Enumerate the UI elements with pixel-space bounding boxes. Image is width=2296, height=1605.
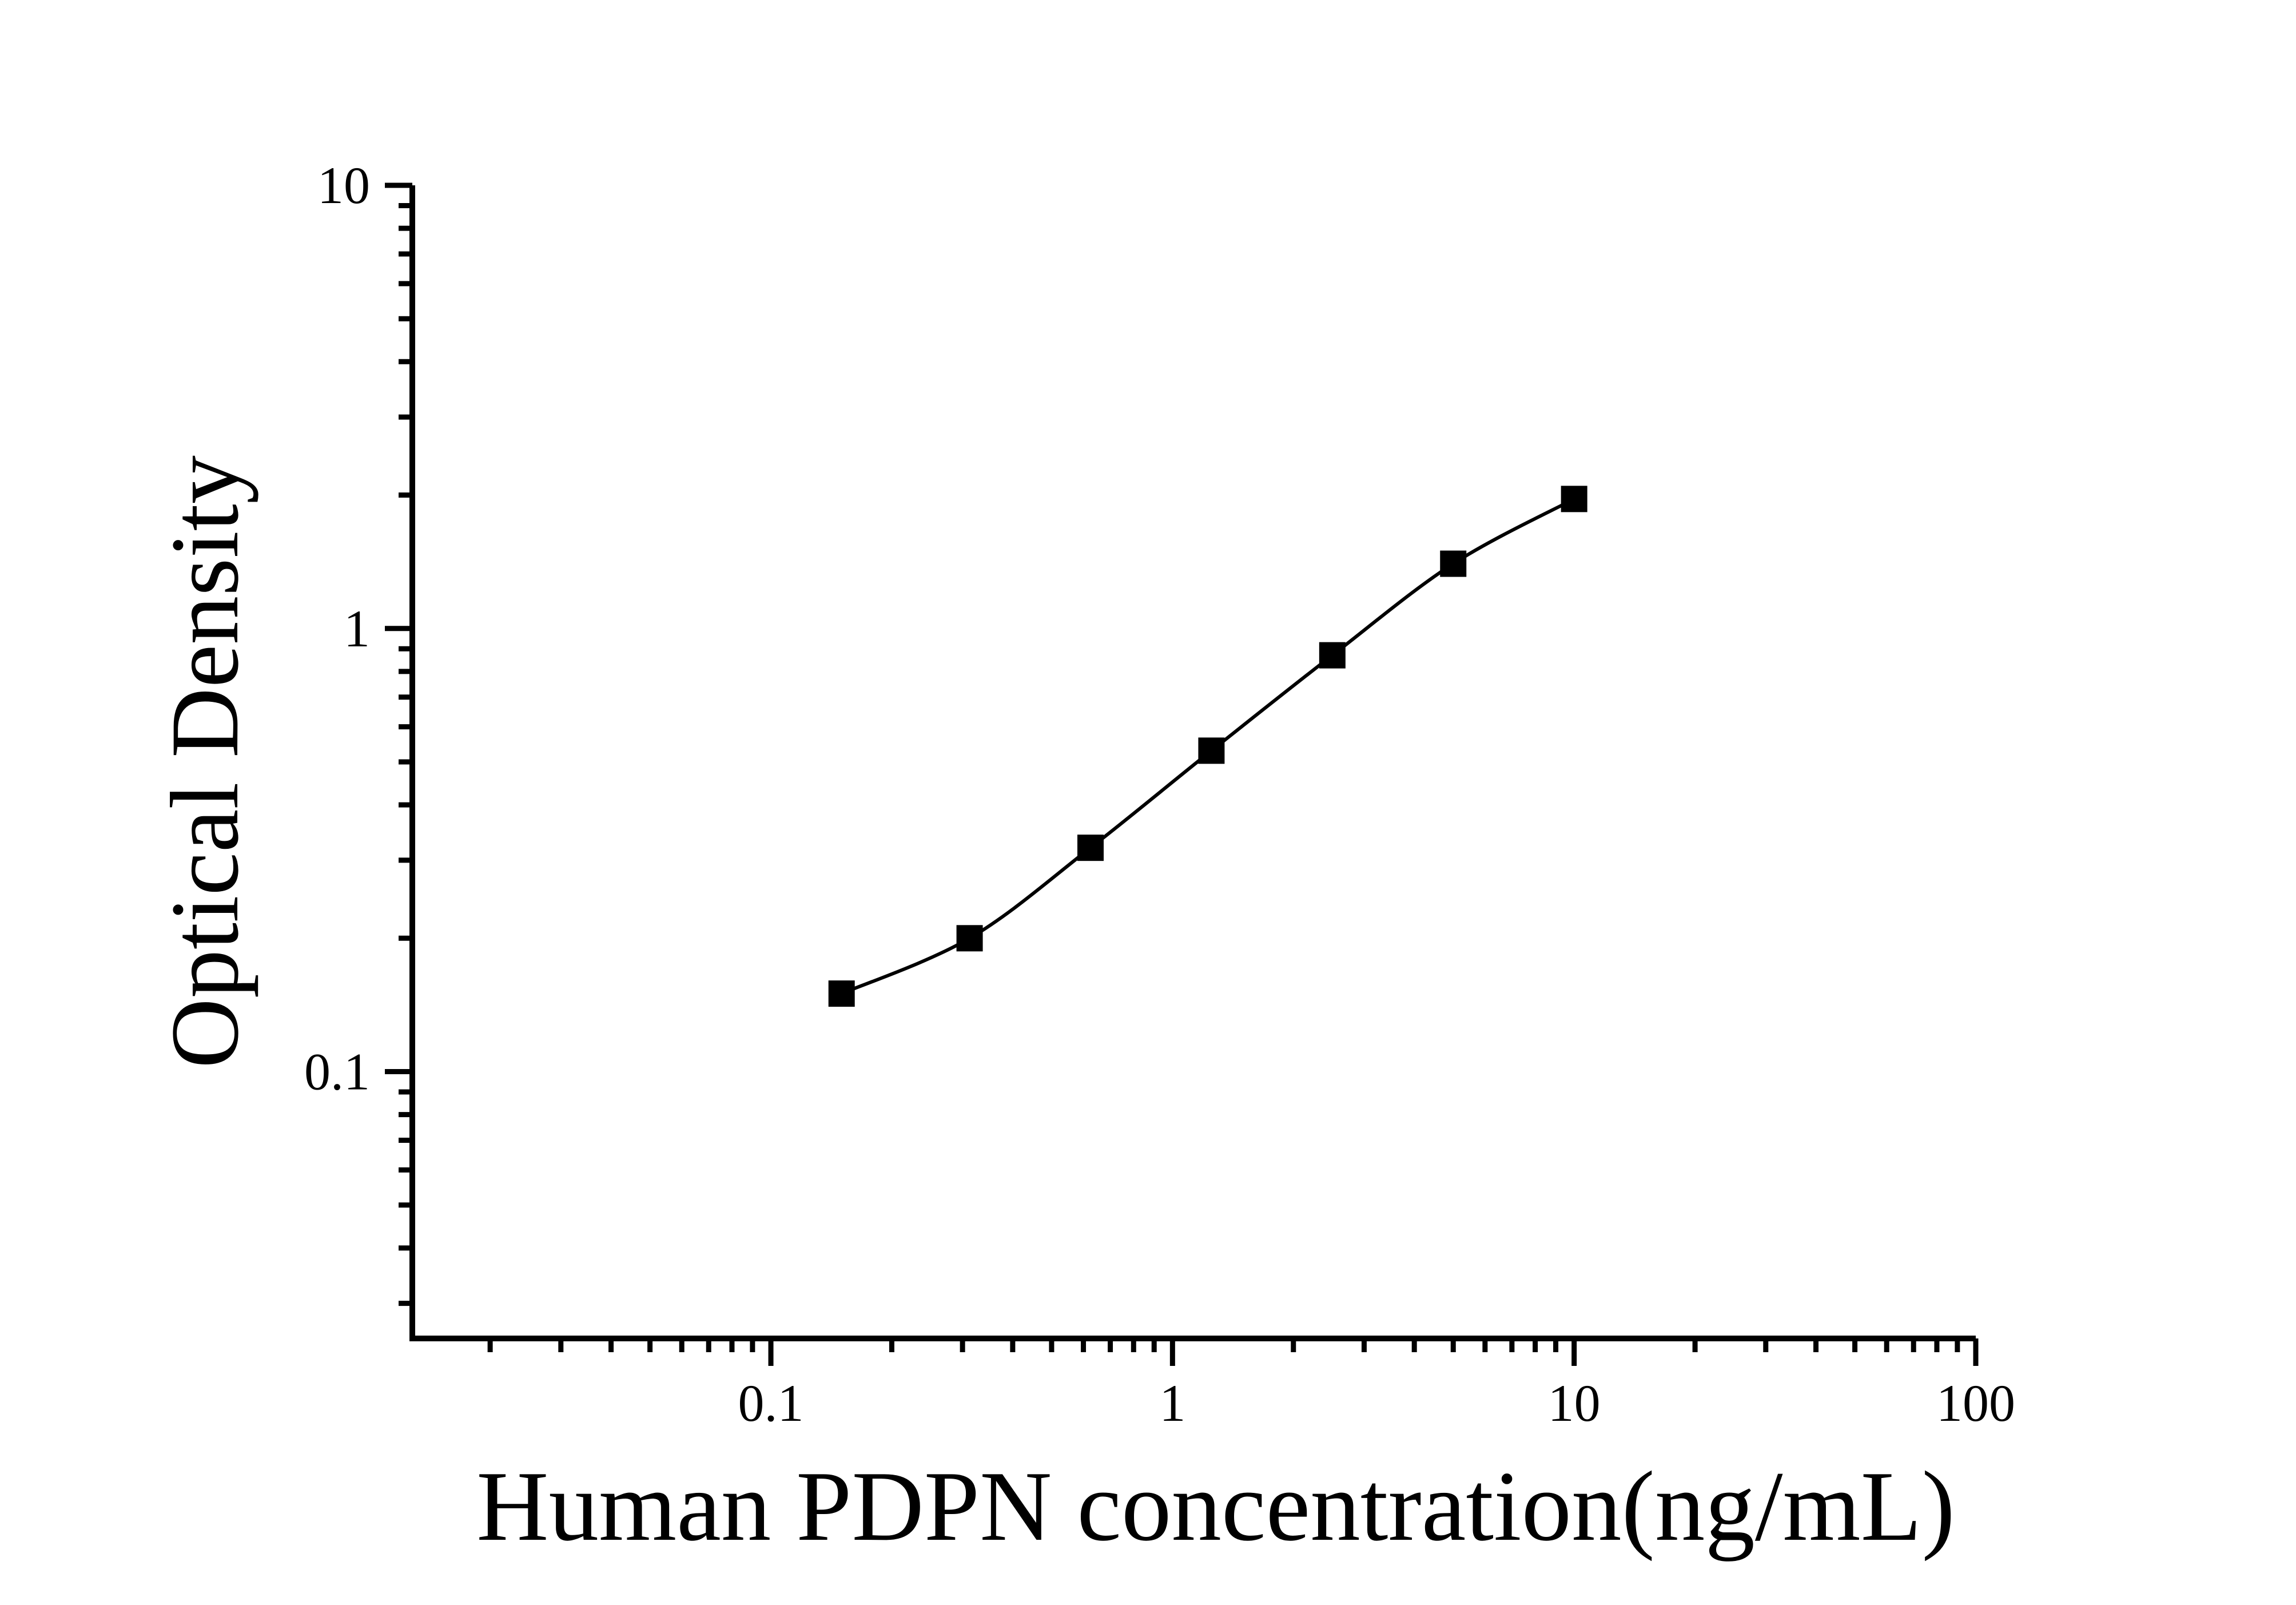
data-point-markers xyxy=(828,486,1587,1007)
axis-tick-labels: 0.1 1 10 100 0.1 1 10 xyxy=(304,156,2015,1432)
x-tick-label: 10 xyxy=(1548,1374,1601,1432)
y-tick-label: 1 xyxy=(344,599,370,658)
y-tick-label: 0.1 xyxy=(304,1043,370,1101)
y-tick-label: 10 xyxy=(317,156,370,214)
x-axis-title: Human PDPN concentration(ng/mL) xyxy=(476,1451,1955,1562)
data-point-marker xyxy=(956,925,983,952)
x-tick-label: 100 xyxy=(1936,1374,2015,1432)
data-point-marker xyxy=(828,980,855,1007)
data-point-marker xyxy=(1077,835,1104,861)
y-axis-title: Optical Density xyxy=(151,455,258,1068)
data-point-marker xyxy=(1561,486,1587,513)
data-point-marker xyxy=(1198,737,1225,764)
axes xyxy=(409,185,1976,1341)
axis-ticks xyxy=(385,182,1979,1366)
x-tick-label: 0.1 xyxy=(738,1374,804,1432)
x-tick-label: 1 xyxy=(1159,1374,1185,1432)
data-point-marker xyxy=(1319,642,1346,669)
data-point-marker xyxy=(1440,550,1467,577)
